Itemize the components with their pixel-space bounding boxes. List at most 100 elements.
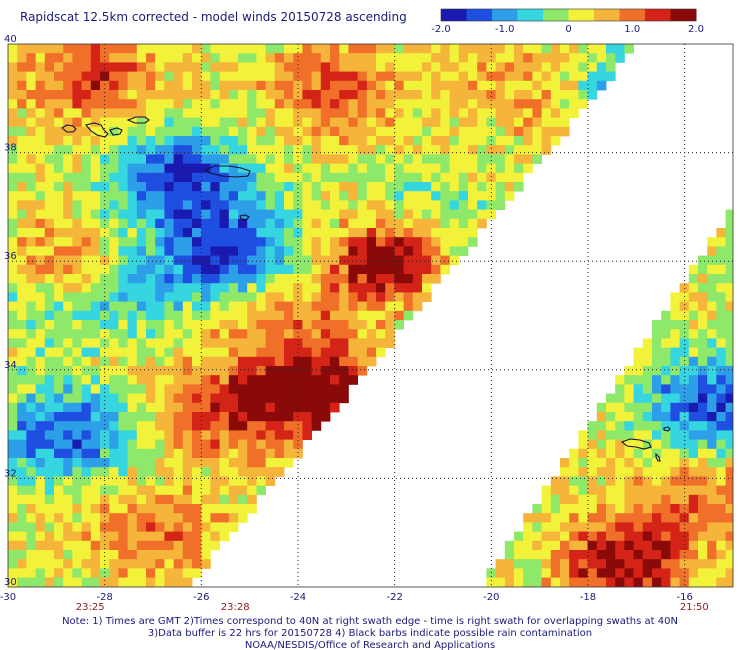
heatmap-cell [569, 568, 579, 578]
heatmap-cell [8, 375, 18, 385]
heatmap-cell [661, 458, 671, 468]
heatmap-cell [606, 568, 616, 578]
heatmap-cell [201, 356, 211, 367]
heatmap-cell [109, 412, 119, 422]
heatmap-cell [228, 126, 239, 137]
heatmap-cell [164, 458, 174, 468]
heatmap-cell [100, 522, 110, 532]
heatmap-cell [155, 485, 165, 496]
heatmap-cell [560, 90, 570, 100]
heatmap-cell [44, 448, 55, 459]
heatmap-cell [63, 246, 73, 256]
heatmap-cell [54, 550, 64, 560]
heatmap-cell [118, 458, 128, 468]
heatmap-cell [238, 412, 248, 422]
heatmap-cell [311, 402, 322, 413]
heatmap-cell [468, 108, 478, 118]
heatmap-cell [468, 80, 478, 91]
heatmap-cell [127, 255, 138, 266]
heatmap-cell [679, 329, 690, 339]
heatmap-cell [615, 53, 625, 63]
heatmap-cell [228, 320, 239, 330]
heatmap-cell [164, 375, 174, 385]
heatmap-cell [633, 485, 644, 496]
heatmap-cell [192, 504, 202, 514]
heatmap-cell [210, 531, 220, 542]
heatmap-cell [523, 90, 533, 100]
heatmap-cell [670, 421, 680, 431]
heatmap-cell [118, 209, 128, 220]
heatmap-cell [44, 494, 55, 505]
heatmap-cell [302, 44, 312, 54]
heatmap-cell [366, 356, 377, 367]
heatmap-cell [504, 163, 515, 174]
heatmap-cell [477, 154, 487, 164]
heatmap-cell [440, 53, 450, 63]
heatmap-cell [17, 430, 27, 440]
heatmap-cell [320, 182, 331, 192]
heatmap-cell [44, 209, 55, 220]
heatmap-cell [219, 421, 230, 431]
heatmap-cell [707, 476, 717, 486]
heatmap-cell [624, 458, 634, 468]
heatmap-cell [17, 200, 27, 210]
heatmap-cell [688, 448, 699, 459]
heatmap-cell [348, 329, 358, 339]
heatmap-cell [330, 347, 340, 358]
heatmap-cell [514, 90, 524, 100]
heatmap-cell [17, 108, 27, 118]
heatmap-cell [201, 421, 211, 431]
heatmap-cell [661, 448, 671, 459]
heatmap-cell [54, 126, 64, 137]
heatmap-cell [182, 448, 193, 459]
heatmap-cell [265, 274, 276, 284]
heatmap-cell [63, 274, 73, 284]
heatmap-cell [164, 559, 174, 569]
heatmap-cell [320, 99, 331, 109]
heatmap-cell [468, 218, 478, 229]
heatmap-cell [35, 310, 46, 321]
heatmap-cell [596, 53, 607, 63]
heatmap-cell [633, 366, 644, 376]
heatmap-cell [17, 366, 27, 376]
heatmap-cell [90, 338, 101, 348]
heatmap-cell [201, 430, 211, 440]
heatmap-cell [173, 172, 184, 183]
heatmap-cell [219, 237, 230, 247]
heatmap-cell [90, 430, 101, 440]
heatmap-cell [63, 513, 73, 523]
heatmap-cell [201, 154, 211, 164]
heatmap-cell [192, 237, 202, 247]
heatmap-cell [385, 255, 395, 266]
heatmap-cell [118, 310, 128, 321]
heatmap-cell [256, 200, 266, 210]
heatmap-cell [164, 264, 174, 275]
heatmap-cell [201, 145, 211, 155]
heatmap-cell [35, 439, 46, 450]
heatmap-cell [192, 310, 202, 321]
heatmap-cell [26, 366, 36, 376]
heatmap-cell [26, 476, 36, 486]
heatmap-cell [284, 430, 294, 440]
heatmap-cell [339, 366, 349, 376]
heatmap-cell [615, 513, 625, 523]
heatmap-cell [357, 62, 368, 72]
heatmap-cell [54, 568, 64, 578]
heatmap-cell [468, 136, 478, 146]
heatmap-cell [118, 126, 128, 137]
heatmap-cell [192, 458, 202, 468]
heatmap-cell [182, 80, 193, 91]
heatmap-cell [90, 274, 101, 284]
heatmap-cell [44, 191, 55, 201]
heatmap-cell [90, 347, 101, 358]
heatmap-cell [155, 375, 165, 385]
heatmap-cell [596, 448, 607, 459]
heatmap-cell [302, 301, 312, 312]
heatmap-cell [118, 393, 128, 404]
heatmap-cell [17, 237, 27, 247]
heatmap-cell [146, 540, 156, 551]
heatmap-cell [109, 145, 119, 155]
heatmap-cell [127, 338, 138, 348]
heatmap-cell [136, 283, 147, 293]
heatmap-cell [127, 228, 138, 238]
